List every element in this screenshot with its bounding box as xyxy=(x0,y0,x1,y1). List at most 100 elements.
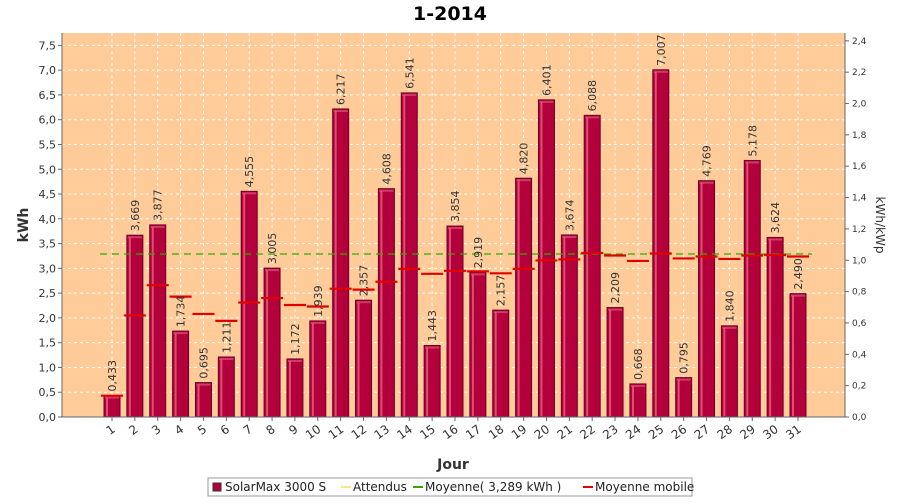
bar-value-label: 4,555 xyxy=(243,156,256,188)
bar-value-label: 1,939 xyxy=(312,285,325,317)
bar-value-label: 4,820 xyxy=(518,143,531,175)
bar-value-label: 3,877 xyxy=(152,189,165,221)
y-tick-label: 2,5 xyxy=(39,287,57,300)
x-tick-label: 26 xyxy=(669,422,690,442)
bar-value-label: 2,357 xyxy=(358,265,371,297)
bar-value-label: 3,005 xyxy=(266,233,279,265)
x-tick-label: 4 xyxy=(172,422,186,438)
bar-top-highlight xyxy=(242,192,257,195)
x-tick-label: 12 xyxy=(349,422,370,442)
bar-value-label: 1,840 xyxy=(723,290,736,322)
bar-top-highlight xyxy=(379,189,394,192)
bar-value-label: 0,433 xyxy=(106,360,119,392)
bar-highlight xyxy=(471,274,474,416)
x-tick-label: 15 xyxy=(417,422,438,442)
y-tick-label: 3,0 xyxy=(39,262,57,275)
bar-value-label: 2,157 xyxy=(495,275,508,307)
bar-highlight xyxy=(197,384,200,416)
legend-label: Moyenne mobile xyxy=(595,480,694,494)
y-tick-label: 6,0 xyxy=(39,114,57,127)
y-tick-label: 2,0 xyxy=(39,312,57,325)
bar-highlight xyxy=(288,360,291,416)
bar-highlight xyxy=(220,358,223,416)
bar-value-label: 3,854 xyxy=(449,191,462,223)
bar-highlight xyxy=(792,295,794,416)
y2-tick-label: 1,8 xyxy=(852,131,867,141)
y-axis-right: 0,0 0,2 0,4 0,6 0,8 1,0 1,2 1,4 1,6 1,8 2,0 2,2 2,4 xyxy=(844,33,867,423)
x-tick-label: 10 xyxy=(303,422,324,442)
bar-top-highlight xyxy=(470,273,485,276)
y-tick-label: 0,0 xyxy=(39,411,57,424)
legend-label: SolarMax 3000 S xyxy=(225,480,326,494)
x-tick-label: 29 xyxy=(737,422,758,442)
bar-highlight xyxy=(334,110,337,417)
bar-top-highlight xyxy=(562,235,577,238)
bar-highlight xyxy=(746,162,749,416)
bar-value-label: 6,541 xyxy=(403,57,416,89)
x-tick-label: 31 xyxy=(783,422,804,442)
y2-axis-label: kWh/kWp xyxy=(873,197,887,254)
x-tick-label: 14 xyxy=(394,422,415,442)
legend: SolarMax 3000 S Attendus Moyenne( 3,289 kW… xyxy=(207,477,694,497)
y-tick-label: 1,0 xyxy=(39,361,57,374)
bar-top-highlight xyxy=(722,326,737,329)
data-labels: 0,433 3,669 3,877 1,734 0,695 1,211 4,555 3,005… xyxy=(106,34,805,391)
bar-value-label: 2,209 xyxy=(609,272,622,304)
bar-top-highlight xyxy=(653,70,668,73)
bar-highlight xyxy=(174,333,177,416)
y2-tick-label: 0,8 xyxy=(852,288,867,298)
bar-highlight xyxy=(311,322,314,416)
bar-top-highlight xyxy=(196,383,211,386)
x-tick-label: 3 xyxy=(149,422,163,438)
bar-top-highlight xyxy=(608,308,623,311)
legend-label: Attendus xyxy=(353,480,407,494)
bar-value-label: 0,695 xyxy=(197,347,210,379)
bar-top-highlight xyxy=(493,311,508,314)
x-tick-label: 25 xyxy=(646,422,667,442)
x-tick-label: 28 xyxy=(715,422,736,442)
bar-highlight xyxy=(494,312,497,416)
y-tick-label: 1,5 xyxy=(39,337,57,350)
x-tick-label: 18 xyxy=(486,422,507,442)
bar-highlight xyxy=(631,385,634,416)
x-tick-label: 5 xyxy=(195,422,209,438)
bar-highlight xyxy=(357,302,360,416)
bar-value-label: 5,178 xyxy=(746,125,759,157)
x-tick-label: 7 xyxy=(241,422,255,438)
y2-tick-label: 0,4 xyxy=(852,350,867,360)
y-tick-label: 4,0 xyxy=(39,213,57,226)
y-tick-label: 6,5 xyxy=(39,89,57,102)
bar-highlight xyxy=(563,236,566,416)
y-tick-label: 5,0 xyxy=(39,163,57,176)
y2-tick-label: 2,0 xyxy=(852,100,867,110)
y2-tick-label: 1,6 xyxy=(852,162,867,172)
bar-value-label: 6,401 xyxy=(540,64,553,96)
y-axis-label: kWh xyxy=(16,208,32,243)
x-tick-label: 6 xyxy=(218,422,232,438)
x-tick-label: 11 xyxy=(326,422,347,442)
x-axis: 1 2 3 4 5 6 7 8 9 10 11 12 13 14 15 16 17 18 19 20 21 22 23 24 2… xyxy=(62,416,845,442)
bar-highlight xyxy=(517,180,520,416)
y2-tick-label: 1,4 xyxy=(852,194,867,204)
x-tick-label: 1 xyxy=(103,422,117,438)
x-tick-label: 19 xyxy=(509,422,530,442)
bar-top-highlight xyxy=(265,269,280,272)
bar-highlight xyxy=(654,71,657,416)
legend-swatch xyxy=(212,482,222,492)
x-tick-label: 21 xyxy=(555,422,576,442)
x-axis-label: Jour xyxy=(436,457,469,473)
chart-title: 1-2014 xyxy=(413,3,487,25)
x-tick-label: 23 xyxy=(600,422,621,442)
bar-highlight xyxy=(609,309,612,416)
bar-highlight xyxy=(449,228,451,416)
y-tick-label: 3,5 xyxy=(39,238,57,251)
bar-top-highlight xyxy=(585,116,600,119)
bar-value-label: 4,608 xyxy=(380,153,393,185)
bar-value-label: 3,669 xyxy=(129,200,142,232)
bar-highlight xyxy=(677,379,680,416)
x-tick-label: 17 xyxy=(463,422,484,442)
bar-top-highlight xyxy=(219,357,234,360)
y-tick-label: 7,0 xyxy=(39,64,57,77)
bar-top-highlight xyxy=(699,181,714,184)
bar-value-label: 3,674 xyxy=(563,199,576,231)
